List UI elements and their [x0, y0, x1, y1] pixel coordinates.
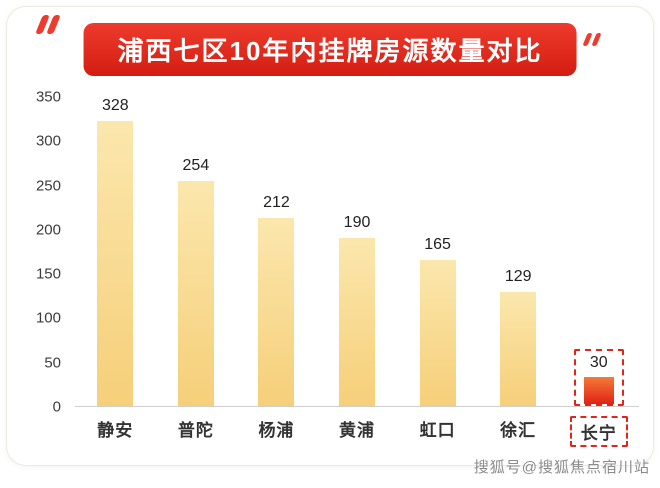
chart-title: 浦西七区10年内挂牌房源数量对比 — [117, 36, 543, 66]
y-tick-label: 300 — [35, 132, 61, 150]
bar-value-label: 190 — [343, 213, 371, 231]
bar — [500, 291, 537, 406]
y-tick-label: 150 — [35, 265, 61, 283]
x-category-cell: 普陀 — [156, 416, 237, 447]
y-tick-label: 0 — [52, 398, 61, 416]
plot-zone: 328 254 212 190 165 129 30 静安 普陀 杨浦 黄浦 虹口 徐汇 长宁 — [75, 97, 639, 447]
x-category-cell: 虹口 — [397, 416, 478, 447]
bar-chart: 0 50 100 150 200 250 300 350 328 254 212 190 165 129… — [23, 89, 639, 447]
x-category-label: 杨浦 — [258, 421, 295, 440]
y-tick-label: 250 — [35, 177, 61, 195]
y-tick-label: 50 — [44, 354, 61, 372]
bar-value-label: 165 — [424, 235, 451, 253]
quote-mark-left-icon — [35, 15, 61, 34]
chart-card: 浦西七区10年内挂牌房源数量对比 0 50 100 150 200 250 300 350 3… — [6, 6, 654, 466]
x-category-cell: 黄浦 — [317, 416, 398, 447]
x-category-cell: 徐汇 — [478, 416, 559, 447]
bar-value-label: 129 — [504, 267, 532, 285]
bar — [97, 121, 134, 406]
bar-column: 212 — [236, 97, 317, 406]
bar — [258, 218, 295, 406]
y-axis: 0 50 100 150 200 250 300 350 — [23, 89, 63, 416]
x-category-label: 徐汇 — [500, 421, 537, 440]
quote-mark-right-icon — [582, 33, 602, 46]
watermark-text: 搜狐号@搜狐焦点宿川站 — [473, 459, 650, 476]
x-category-label: 虹口 — [419, 421, 456, 440]
x-category-cell: 长宁 — [558, 416, 639, 447]
x-category-cell: 杨浦 — [236, 416, 317, 447]
bar-highlighted — [583, 377, 614, 404]
bar-column: 254 — [156, 97, 237, 406]
bar-column: 328 — [75, 97, 156, 406]
y-tick-label: 100 — [35, 309, 61, 327]
x-category-label: 静安 — [97, 421, 134, 440]
bar-value-label: 254 — [182, 157, 210, 175]
bar-value-label: 30 — [589, 354, 608, 372]
bar — [339, 237, 376, 406]
bar-column: 190 — [317, 97, 398, 406]
x-axis-labels: 静安 普陀 杨浦 黄浦 虹口 徐汇 长宁 — [75, 416, 639, 447]
plot-area: 328 254 212 190 165 129 30 — [75, 97, 639, 407]
bar-column: 129 — [478, 97, 559, 406]
bar-value-label: 328 — [101, 97, 129, 114]
highlight-dashed-box: 30 — [573, 349, 624, 406]
bar — [419, 259, 456, 406]
bar-column: 165 — [397, 97, 478, 406]
x-category-label: 普陀 — [177, 421, 214, 440]
y-tick-label: 200 — [35, 221, 61, 239]
bar-column: 30 — [558, 97, 639, 406]
x-category-cell: 静安 — [75, 416, 156, 447]
x-category-label: 长宁 — [569, 416, 628, 447]
x-category-label: 黄浦 — [339, 421, 376, 440]
chart-title-banner: 浦西七区10年内挂牌房源数量对比 — [83, 23, 577, 76]
bar-value-label: 212 — [263, 194, 290, 212]
y-tick-label: 350 — [35, 88, 61, 106]
bar — [177, 181, 214, 406]
